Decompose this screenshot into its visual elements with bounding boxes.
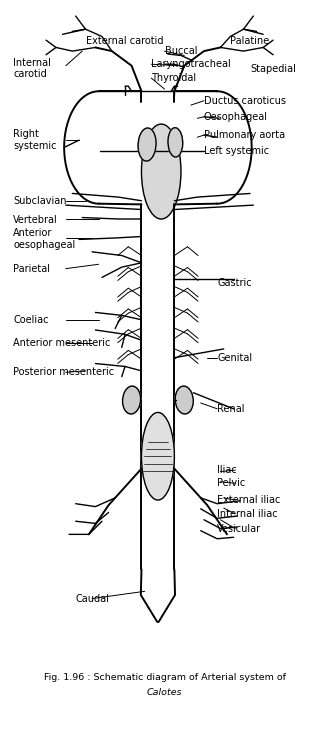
Text: Internal iliac: Internal iliac (217, 509, 278, 519)
Text: Anterior mesenteric: Anterior mesenteric (13, 338, 111, 348)
Text: Fig. 1.96 : Schematic diagram of Arterial system of: Fig. 1.96 : Schematic diagram of Arteria… (43, 673, 286, 682)
Text: Left systemic: Left systemic (204, 146, 269, 156)
Text: Caudal: Caudal (75, 593, 109, 604)
Text: Oesophageal: Oesophageal (204, 112, 268, 122)
Ellipse shape (123, 386, 140, 414)
Text: Palatine: Palatine (230, 36, 270, 46)
Text: Parietal: Parietal (13, 264, 50, 274)
Text: Posterior mesenteric: Posterior mesenteric (13, 367, 114, 377)
Text: Genital: Genital (217, 353, 252, 363)
Ellipse shape (175, 386, 193, 414)
Text: Vertebral: Vertebral (13, 215, 58, 226)
Text: Calotes: Calotes (147, 688, 182, 696)
Text: External iliac: External iliac (217, 495, 281, 505)
Ellipse shape (168, 128, 183, 157)
Text: Stapedial: Stapedial (250, 64, 296, 74)
Text: External carotid: External carotid (86, 36, 164, 46)
Text: Subclavian: Subclavian (13, 196, 67, 206)
Text: Gastric: Gastric (217, 278, 252, 288)
Text: Ductus caroticus: Ductus caroticus (204, 96, 286, 106)
Text: Vesicular: Vesicular (217, 523, 261, 534)
Text: Pulmonary aorta: Pulmonary aorta (204, 130, 285, 140)
Text: Anterior
oesophageal: Anterior oesophageal (13, 228, 75, 250)
Ellipse shape (141, 124, 181, 219)
Text: Laryngotracheal: Laryngotracheal (151, 59, 231, 69)
Text: Pelvic: Pelvic (217, 478, 245, 488)
Ellipse shape (138, 128, 156, 161)
Text: Coeliac: Coeliac (13, 315, 49, 325)
Text: Buccal: Buccal (164, 46, 197, 56)
Ellipse shape (141, 412, 174, 500)
Text: Iliac: Iliac (217, 465, 237, 475)
Text: Renal: Renal (217, 404, 245, 414)
Text: Right
systemic: Right systemic (13, 129, 57, 151)
Text: Internal
carotid: Internal carotid (13, 58, 51, 80)
Text: Thyroidal: Thyroidal (151, 73, 196, 83)
